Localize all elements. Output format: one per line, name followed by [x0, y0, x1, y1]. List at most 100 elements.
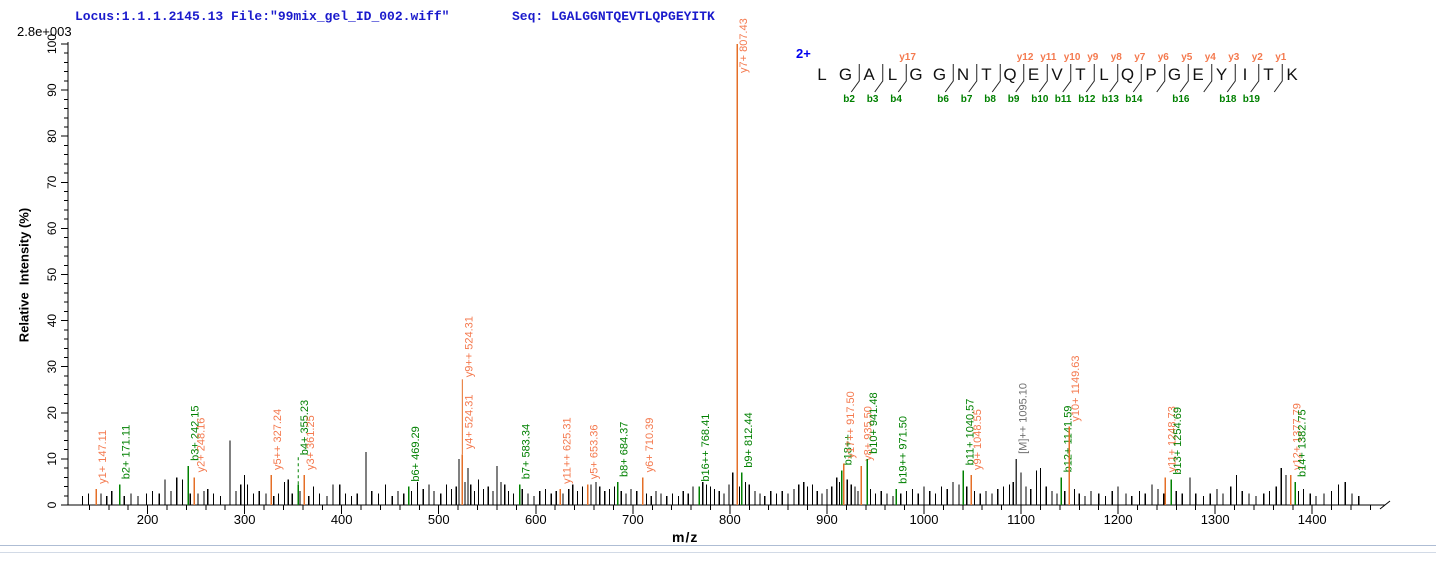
residue-letter: K	[1286, 65, 1298, 84]
b-ion-label: b9	[1008, 94, 1020, 105]
peak-label: y1+ 147.11	[97, 430, 109, 484]
cleavage-mark	[1179, 64, 1189, 93]
x-tick-label: 700	[622, 512, 644, 527]
peak-label: y17++ 917.50	[845, 391, 857, 458]
y-ion-label: y10	[1064, 52, 1081, 63]
peak-label: y4+ 524.31	[463, 395, 475, 450]
b-ion-label: b12	[1078, 94, 1096, 105]
x-tick-label: 800	[719, 512, 741, 527]
y-ion-label: y6	[1158, 52, 1170, 63]
residue-letter: E	[1028, 65, 1039, 84]
x-tick-label: 900	[816, 512, 838, 527]
peak-label: y9+ 1048.55	[972, 409, 984, 470]
b-ion-label: b13	[1102, 94, 1120, 105]
residue-letter: T	[981, 65, 991, 84]
y-tick-label: 40	[45, 314, 59, 328]
residue-letter: L	[1099, 65, 1108, 84]
cleavage-mark	[1085, 64, 1095, 93]
peak-label: b18++	[843, 434, 855, 465]
x-tick-label: 400	[331, 512, 353, 527]
x-tick-label: 1300	[1201, 512, 1230, 527]
y-ion-label: y8	[1111, 52, 1123, 63]
peak-label: y7+ 807.43	[738, 18, 750, 73]
residue-letter: T	[1263, 65, 1273, 84]
peak-label: b8+ 684.37	[619, 422, 631, 477]
peak-label: b4+ 355.23	[299, 400, 311, 455]
cleavage-mark	[991, 64, 1001, 93]
x-tick-label: 600	[525, 512, 547, 527]
bottom-divider-line	[0, 552, 1436, 553]
peak-label: y5+ 653.36	[589, 425, 601, 480]
x-tick-label: 1200	[1104, 512, 1133, 527]
y-ion-label: y12	[1017, 52, 1034, 63]
y-ion-label: y11	[1040, 52, 1057, 63]
y-tick-label: 20	[45, 406, 59, 420]
peak-label: b6+ 469.29	[410, 426, 422, 481]
cleavage-mark	[1203, 64, 1213, 93]
cleavage-mark	[1226, 64, 1236, 93]
cleavage-mark	[1038, 64, 1048, 93]
b-ion-label: b2	[843, 94, 855, 105]
b-ion-label: b16	[1172, 94, 1190, 105]
cleavage-mark	[1015, 64, 1025, 93]
peak-label: y11+ 1248.73	[1166, 406, 1178, 472]
locus-file-label: Locus:1.1.1.2145.13 File:"99mix_gel_ID_0…	[75, 9, 450, 24]
residue-letter: N	[957, 65, 969, 84]
cleavage-mark	[897, 64, 907, 93]
b-ion-label: b14	[1125, 94, 1143, 105]
peak-label: b7+ 583.34	[521, 424, 533, 479]
peak-label: b16++ 768.41	[700, 414, 712, 482]
peak-label: y10+ 1149.63	[1070, 355, 1082, 421]
residue-letter: G	[909, 65, 922, 84]
residue-letter: V	[1051, 65, 1063, 84]
x-tick-label: 1100	[1007, 512, 1035, 527]
cleavage-mark	[1273, 64, 1283, 93]
peak-label: y9++ 524.31	[463, 316, 475, 377]
residue-letter: I	[1243, 65, 1248, 84]
peak-label: y5++ 327.24	[272, 409, 284, 470]
residue-letter: G	[933, 65, 946, 84]
cleavage-mark	[944, 64, 954, 93]
y-tick-label: 80	[45, 129, 59, 143]
peak-label: y12+ 1377.79	[1292, 403, 1304, 470]
residue-letter: L	[888, 65, 897, 84]
y-ion-label: y9	[1087, 52, 1099, 63]
b-ion-label: b6	[937, 94, 949, 105]
x-tick-label: 300	[234, 512, 256, 527]
max-intensity-label: 2.8e+003	[17, 24, 72, 39]
residue-letter: G	[1168, 65, 1181, 84]
x-tick-label: 1000	[910, 512, 939, 527]
residue-letter: G	[839, 65, 852, 84]
bottom-divider-line	[0, 545, 1436, 546]
peptide-sequence-label: Seq: LGALGGNTQEVTLQPGEYITK	[512, 9, 715, 24]
y-tick-label: 0	[45, 501, 59, 508]
x-axis-title: m/z	[672, 529, 699, 545]
b-ion-label: b10	[1031, 94, 1049, 105]
y-ion-label: y1	[1275, 52, 1287, 63]
residue-letter: T	[1075, 65, 1085, 84]
b-ion-label: b8	[984, 94, 996, 105]
y-tick-label: 100	[45, 34, 59, 54]
cleavage-mark	[1250, 64, 1260, 93]
y-tick-label: 60	[45, 221, 59, 235]
precursor-charge-label: 2+	[796, 46, 811, 61]
peak-label: b2+ 171.11	[121, 425, 133, 480]
y-ion-label: y4	[1205, 52, 1217, 63]
peak-label: y8+ 935.50	[862, 406, 874, 461]
peak-label: y3+ 361.25	[305, 415, 317, 470]
peak-label: b11+ 1040.57	[964, 399, 976, 466]
cleavage-mark	[1156, 64, 1166, 93]
b-ion-label: b18	[1219, 94, 1237, 105]
cleavage-mark	[968, 64, 978, 93]
peak-label: y2+ 248.16	[195, 418, 207, 473]
peak-label: b3+ 242.15	[189, 405, 201, 460]
peak-label: b14+ 1382.75	[1296, 409, 1308, 477]
y-tick-label: 50	[45, 268, 59, 282]
y-ion-label: y2	[1252, 52, 1264, 63]
b-ion-label: b3	[867, 94, 879, 105]
b-ion-label: b7	[961, 94, 973, 105]
x-tick-label: 1400	[1298, 512, 1327, 527]
b-ion-label: b4	[890, 94, 902, 105]
y-tick-label: 90	[45, 83, 59, 97]
